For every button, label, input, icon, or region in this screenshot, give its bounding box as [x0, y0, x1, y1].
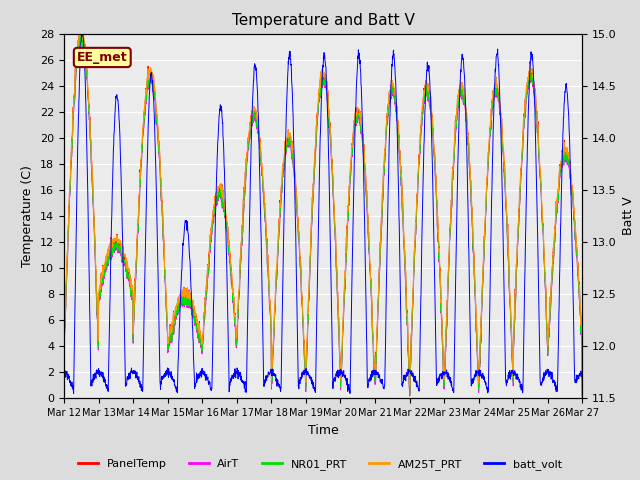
Legend: PanelTemp, AirT, NR01_PRT, AM25T_PRT, batt_volt: PanelTemp, AirT, NR01_PRT, AM25T_PRT, ba…: [73, 455, 567, 474]
Y-axis label: Batt V: Batt V: [623, 197, 636, 235]
Y-axis label: Temperature (C): Temperature (C): [22, 165, 35, 267]
Title: Temperature and Batt V: Temperature and Batt V: [232, 13, 415, 28]
X-axis label: Time: Time: [308, 424, 339, 437]
Text: EE_met: EE_met: [77, 51, 127, 64]
